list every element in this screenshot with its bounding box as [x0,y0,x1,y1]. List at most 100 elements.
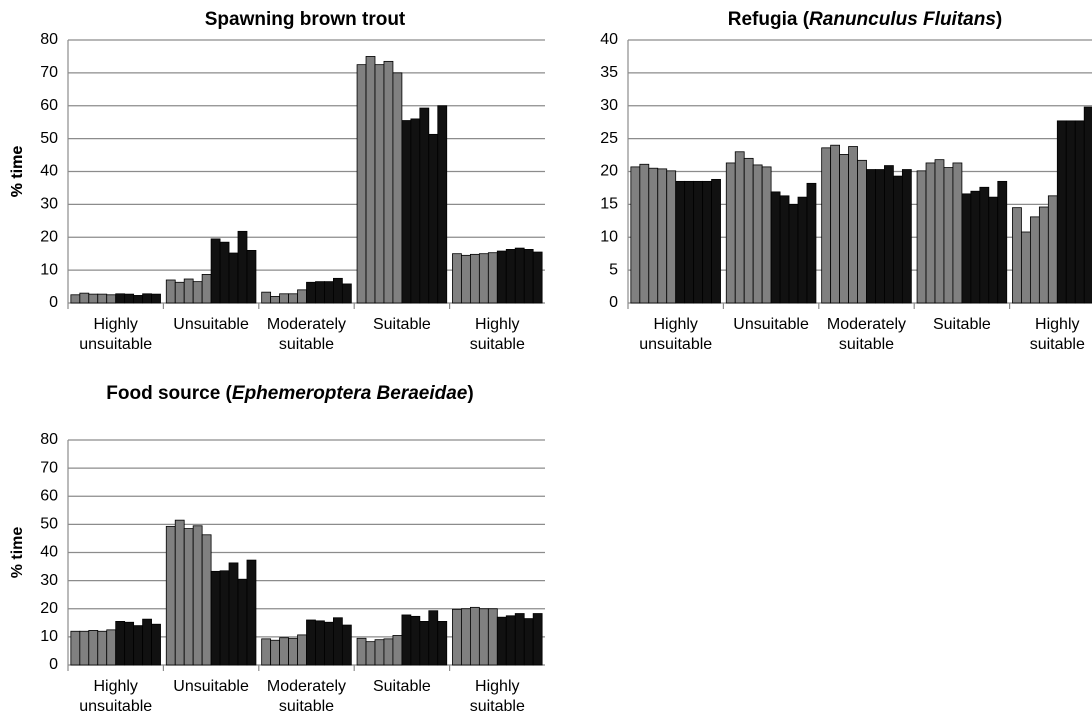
bar [437,621,448,666]
bar [469,253,480,304]
bar [788,203,799,304]
bar [228,252,239,304]
y-tick-label: 40 [40,544,58,561]
bar [839,154,849,304]
bar [246,249,257,304]
bar [392,635,403,666]
bar [106,294,117,304]
y-tick-label: 70 [40,64,58,81]
bar [219,241,230,304]
bar [779,195,790,304]
bar [341,283,352,304]
bar [324,621,334,666]
bar [151,623,161,666]
bar [496,616,507,666]
bar [675,180,686,304]
bar [532,613,543,666]
x-tick-label: Highly suitable [469,678,525,715]
y-tick-label: 50 [40,516,58,533]
bar [419,621,430,666]
y-tick-label: 60 [40,97,58,114]
bar [142,293,152,304]
y-tick-label: 50 [40,130,58,147]
y-tick-label: 40 [600,31,618,48]
y-tick-label: 0 [609,294,618,311]
bar [365,641,376,666]
y-axis-label: % time [9,146,26,198]
bar [830,144,840,304]
bar [356,64,367,304]
bar [306,619,316,666]
x-tick-label: Unsuitable [733,316,809,333]
x-tick-label: Moderately suitable [266,678,347,715]
bar [1056,120,1067,304]
y-tick-label: 10 [600,228,618,245]
title-part: ) [467,383,474,404]
y-tick-label: 15 [600,196,618,213]
bar [79,630,90,666]
y-axis-label: % time [9,146,26,198]
bar [848,146,858,304]
title-part: ) [995,9,1003,30]
title-part: Refugia ( [727,9,810,30]
chart-title: Spawning brown trout [40,8,570,32]
bar [270,639,280,666]
bar [237,578,248,666]
bar [383,638,394,666]
bar [365,56,376,304]
bar [201,273,212,304]
y-tick-label: 80 [40,31,58,48]
bar [70,630,81,666]
bar [934,159,945,304]
x-tick-label: Highly unsuitable [639,316,713,353]
bar [261,291,272,304]
y-tick-label: 30 [600,97,618,114]
y-tick-label: 30 [40,196,58,213]
y-tick-label: 40 [40,163,58,180]
bar [821,147,832,304]
bar [133,625,144,666]
bar [875,169,885,304]
y-tick-label: 30 [40,572,58,589]
x-tick-label: Suitable [932,316,991,333]
bar [884,165,894,304]
bar [857,159,867,304]
bar [237,230,248,304]
bar [106,629,117,666]
bar [410,118,421,304]
bar [925,162,936,304]
bar [88,293,99,304]
y-tick-label: 5 [609,261,618,278]
bar [452,253,462,304]
bar [761,166,772,304]
bar [324,281,334,304]
bar [219,570,230,666]
bar [523,249,534,304]
x-tick-label: Suitable [372,316,431,333]
y-tick-label: 20 [40,600,58,617]
bar [151,293,161,304]
bar [374,64,385,304]
bar [970,190,981,304]
bar [693,180,704,304]
bar [115,293,126,304]
bar [988,196,999,304]
bar [133,295,144,304]
bar [752,164,763,304]
y-tick-label: 20 [600,163,618,180]
title-part: Spawning brown trout [204,9,406,30]
bar [88,630,99,666]
bar [165,525,176,666]
bar [383,60,394,304]
x-tick-label: Unsuitable [173,678,249,695]
bar [734,151,745,304]
bar [684,180,695,304]
bar [297,634,307,666]
bar [201,534,212,666]
bar [523,618,534,666]
bar [315,620,325,666]
bar [452,608,462,666]
bar [702,180,712,304]
bar [1029,216,1040,304]
bar [997,180,1008,304]
